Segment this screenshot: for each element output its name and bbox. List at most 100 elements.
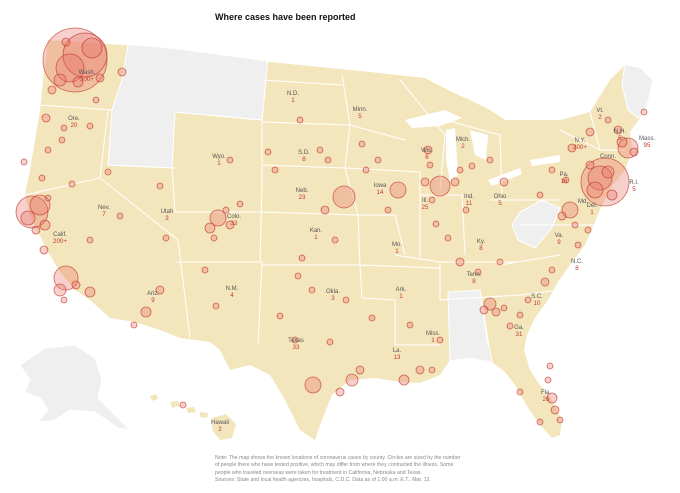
case-bubble[interactable] bbox=[155, 285, 165, 295]
case-bubble[interactable] bbox=[456, 166, 464, 174]
case-bubble[interactable] bbox=[140, 306, 152, 318]
case-bubble[interactable] bbox=[342, 296, 350, 304]
case-bubble[interactable] bbox=[47, 85, 57, 95]
case-bubble[interactable] bbox=[179, 401, 187, 409]
case-bubble[interactable] bbox=[316, 146, 324, 154]
case-bubble[interactable] bbox=[629, 147, 639, 157]
case-bubble[interactable] bbox=[61, 37, 71, 47]
case-bubble[interactable] bbox=[606, 189, 618, 201]
case-bubble[interactable] bbox=[468, 162, 476, 170]
case-bubble[interactable] bbox=[486, 156, 494, 164]
case-bubble[interactable] bbox=[60, 124, 68, 132]
case-bubble[interactable] bbox=[308, 286, 316, 294]
case-bubble[interactable] bbox=[444, 234, 452, 242]
case-bubble[interactable] bbox=[617, 137, 639, 159]
case-bubble[interactable] bbox=[156, 182, 164, 190]
case-bubble[interactable] bbox=[601, 165, 615, 179]
case-bubble[interactable] bbox=[358, 140, 366, 148]
case-bubble[interactable] bbox=[491, 307, 501, 317]
case-bubble[interactable] bbox=[294, 272, 302, 280]
case-bubble[interactable] bbox=[587, 165, 613, 191]
case-bubble[interactable] bbox=[432, 220, 440, 228]
case-bubble[interactable] bbox=[450, 177, 460, 187]
case-bubble[interactable] bbox=[81, 37, 103, 59]
case-bubble[interactable] bbox=[474, 268, 482, 276]
case-bubble[interactable] bbox=[31, 225, 41, 235]
case-bubble[interactable] bbox=[71, 280, 81, 290]
case-bubble[interactable] bbox=[406, 321, 414, 329]
case-bubble[interactable] bbox=[53, 283, 67, 297]
case-bubble[interactable] bbox=[326, 338, 334, 346]
case-bubble[interactable] bbox=[496, 258, 504, 266]
case-bubble[interactable] bbox=[41, 113, 51, 123]
case-bubble[interactable] bbox=[324, 156, 332, 164]
case-bubble[interactable] bbox=[201, 266, 209, 274]
case-bubble[interactable] bbox=[355, 365, 365, 375]
case-bubble[interactable] bbox=[291, 336, 299, 344]
case-bubble[interactable] bbox=[584, 226, 592, 234]
case-bubble[interactable] bbox=[640, 108, 648, 116]
case-bubble[interactable] bbox=[524, 296, 532, 304]
case-bubble[interactable] bbox=[362, 166, 370, 174]
case-bubble[interactable] bbox=[209, 209, 227, 227]
case-bubble[interactable] bbox=[212, 302, 220, 310]
case-bubble[interactable] bbox=[368, 314, 376, 322]
case-bubble[interactable] bbox=[39, 245, 49, 255]
case-bubble[interactable] bbox=[44, 194, 52, 202]
case-bubble[interactable] bbox=[345, 373, 359, 387]
case-bubble[interactable] bbox=[429, 175, 451, 197]
case-bubble[interactable] bbox=[225, 220, 235, 230]
case-bubble[interactable] bbox=[462, 206, 470, 214]
case-bubble[interactable] bbox=[571, 221, 579, 229]
case-bubble[interactable] bbox=[204, 222, 216, 234]
case-bubble[interactable] bbox=[92, 96, 100, 104]
case-bubble[interactable] bbox=[95, 73, 105, 83]
case-bubble[interactable] bbox=[398, 374, 410, 386]
case-bubble[interactable] bbox=[616, 136, 628, 148]
case-bubble[interactable] bbox=[130, 321, 138, 329]
case-bubble[interactable] bbox=[335, 387, 345, 397]
case-bubble[interactable] bbox=[68, 180, 76, 188]
case-bubble[interactable] bbox=[116, 212, 124, 220]
case-bubble[interactable] bbox=[415, 365, 425, 375]
case-bubble[interactable] bbox=[613, 125, 623, 135]
case-bubble[interactable] bbox=[222, 206, 230, 214]
case-bubble[interactable] bbox=[304, 376, 322, 394]
case-bubble[interactable] bbox=[72, 76, 84, 88]
state-maine[interactable] bbox=[621, 59, 660, 119]
case-bubble[interactable] bbox=[423, 145, 433, 155]
case-bubble[interactable] bbox=[84, 286, 96, 298]
case-bubble[interactable] bbox=[557, 211, 567, 221]
case-bubble[interactable] bbox=[271, 166, 279, 174]
case-bubble[interactable] bbox=[562, 176, 570, 184]
case-bubble[interactable] bbox=[296, 116, 304, 124]
case-bubble[interactable] bbox=[210, 234, 218, 242]
case-bubble[interactable] bbox=[264, 148, 272, 156]
case-bubble[interactable] bbox=[556, 416, 564, 424]
hawaii[interactable] bbox=[150, 394, 236, 440]
case-bubble[interactable] bbox=[546, 362, 554, 370]
case-bubble[interactable] bbox=[389, 181, 407, 199]
case-bubble[interactable] bbox=[86, 122, 94, 130]
case-bubble[interactable] bbox=[604, 116, 612, 124]
case-bubble[interactable] bbox=[117, 67, 127, 77]
case-bubble[interactable] bbox=[516, 388, 524, 396]
case-bubble[interactable] bbox=[320, 205, 330, 215]
alaska[interactable] bbox=[19, 344, 132, 431]
case-bubble[interactable] bbox=[44, 146, 52, 154]
case-bubble[interactable] bbox=[384, 206, 392, 214]
case-bubble[interactable] bbox=[479, 305, 489, 315]
case-bubble[interactable] bbox=[500, 304, 508, 312]
case-bubble[interactable] bbox=[586, 181, 604, 199]
case-bubble[interactable] bbox=[585, 160, 595, 170]
case-bubble[interactable] bbox=[546, 392, 558, 404]
case-bubble[interactable] bbox=[60, 296, 68, 304]
case-bubble[interactable] bbox=[53, 73, 67, 87]
case-bubble[interactable] bbox=[374, 156, 382, 164]
case-bubble[interactable] bbox=[499, 177, 509, 187]
case-bubble[interactable] bbox=[236, 200, 244, 208]
case-bubble[interactable] bbox=[426, 161, 434, 169]
case-bubble[interactable] bbox=[436, 336, 444, 344]
case-bubble[interactable] bbox=[39, 219, 51, 231]
case-bubble[interactable] bbox=[226, 156, 234, 164]
